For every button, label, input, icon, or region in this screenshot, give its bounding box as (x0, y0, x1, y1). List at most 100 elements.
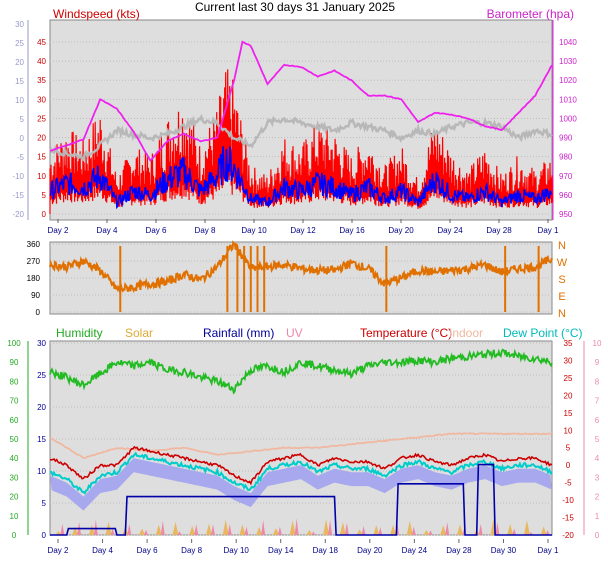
uv-spike (277, 526, 282, 535)
wind-tick-label: 25 (37, 114, 46, 123)
uv-spike (428, 530, 433, 535)
direction-tick-label: 180 (27, 274, 41, 283)
uv-spike (177, 530, 182, 535)
uv-spike (160, 520, 165, 535)
direction-tick-label: 360 (27, 240, 41, 249)
humidity-tick-label: 90 (10, 358, 19, 367)
uv-tick-label: 7 (595, 397, 600, 406)
uv-spike (210, 524, 215, 535)
temp-tick-label: 20 (564, 391, 573, 400)
outer-left-tick-label: 25 (15, 39, 24, 48)
wind-x-tick-label: Day 10 (241, 226, 267, 235)
rain-tick-label: 0 (42, 531, 47, 540)
temp-panel-legend: Humidity Solar Rainfall (mm) UV Temperature … (56, 326, 582, 340)
wind-x-tick-label: Day 12 (290, 226, 316, 235)
temp-x-tick-label: Day 24 (402, 546, 428, 555)
legend-uv: UV (286, 326, 303, 340)
wind-tick-label: 20 (37, 134, 46, 143)
uv-spike (294, 518, 299, 535)
humidity-tick-label: 30 (10, 473, 19, 482)
outer-left-tick-label: 5 (20, 115, 25, 124)
rain-tick-label: 20 (37, 403, 46, 412)
page-title: Current last 30 days 31 January 2025 (195, 0, 395, 14)
compass-label: N (558, 240, 566, 252)
wind-tick-label: 45 (37, 38, 46, 47)
solar-spike (272, 528, 279, 535)
solar-spike (306, 529, 313, 535)
uv-spike (512, 528, 517, 535)
temp-tick-label: 35 (564, 339, 573, 348)
solar-spike (88, 524, 95, 535)
uv-spike (110, 528, 115, 535)
uv-spike (244, 526, 249, 535)
temp-tick-label: 5 (566, 444, 571, 453)
solar-spike (72, 526, 79, 535)
solar-spike (373, 525, 380, 535)
uv-spike (127, 524, 132, 535)
temp-x-tick-label: Day 18 (313, 546, 339, 555)
temp-x-tick-label: Day 14 (268, 546, 294, 555)
humidity-tick-label: 10 (10, 512, 19, 521)
legend-temperature: Temperature (°C) (360, 326, 452, 340)
wind-tick-label: 0 (42, 210, 47, 219)
dewpoint-line (49, 451, 553, 495)
legend-dew: Dew Point (°C) (503, 326, 582, 340)
uv-spike (194, 524, 199, 535)
legend-rainfall: Rainfall (mm) (203, 326, 274, 340)
uv-tick-label: 0 (595, 531, 600, 540)
direction-tick-label: 0 (36, 308, 41, 317)
compass-label: N (558, 308, 566, 320)
rain-tick-label: 5 (42, 499, 47, 508)
solar-spike (189, 525, 196, 535)
outer-left-tick-label: 15 (15, 77, 24, 86)
solar-spike (205, 523, 212, 535)
uv-spike (60, 523, 65, 535)
baro-tick-label: 950 (559, 210, 573, 219)
wind-x-tick-label: Day 2 (48, 226, 69, 235)
uv-spike (328, 519, 333, 535)
rain-tick-label: 10 (37, 467, 46, 476)
outside-temp-grey-line (48, 113, 553, 162)
outer-left-tick-label: -15 (12, 191, 24, 200)
outer-left-tick-label: 30 (15, 20, 24, 29)
humidity-tick-label: 0 (12, 531, 17, 540)
temp-tick-label: -20 (562, 531, 574, 540)
baro-tick-label: 1010 (559, 95, 577, 104)
outer-left-tick-label: 10 (15, 96, 24, 105)
temp-tick-label: -15 (562, 514, 574, 523)
baro-tick-label: 1030 (559, 57, 577, 66)
compass-label: S (558, 274, 565, 286)
uv-tick-label: 6 (595, 416, 600, 425)
solar-spike (256, 526, 263, 535)
uv-tick-label: 9 (595, 358, 600, 367)
compass-label: E (558, 291, 565, 303)
wind-x-tick-label: Day 24 (437, 226, 463, 235)
temp-tick-label: 30 (564, 356, 573, 365)
humidity-tick-label: 80 (10, 377, 19, 386)
uv-spike (227, 524, 232, 535)
uv-spike (344, 522, 349, 535)
wind-axis-label: Windspeed (kts) (53, 7, 140, 21)
wind-gust-line (49, 69, 554, 214)
solar-spike (540, 526, 547, 535)
wind-x-tick-label: Day 16 (339, 226, 365, 235)
wind-x-tick-label: Day 1 (538, 226, 559, 235)
uv-spike (311, 531, 316, 535)
baro-tick-label: 970 (559, 172, 573, 181)
wind-tick-label: 5 (42, 191, 47, 200)
solar-spike (155, 524, 162, 535)
rainfall-line (50, 463, 552, 536)
solar-spike (406, 520, 413, 535)
legend-humidity: Humidity (56, 326, 103, 340)
uv-tick-label: 8 (595, 377, 600, 386)
wind-x-tick-label: Day 28 (486, 226, 512, 235)
wind-x-tick-label: Day 4 (97, 226, 118, 235)
solar-spike (456, 524, 463, 535)
wind-x-tick-label: Day 20 (388, 226, 414, 235)
solar-spike (356, 529, 363, 535)
humidity-tick-label: 20 (10, 493, 19, 502)
uv-spike (261, 519, 266, 535)
temp-x-tick-label: Day 20 (357, 546, 383, 555)
uv-spike (378, 527, 383, 535)
temp-x-tick-label: Day 28 (446, 546, 472, 555)
